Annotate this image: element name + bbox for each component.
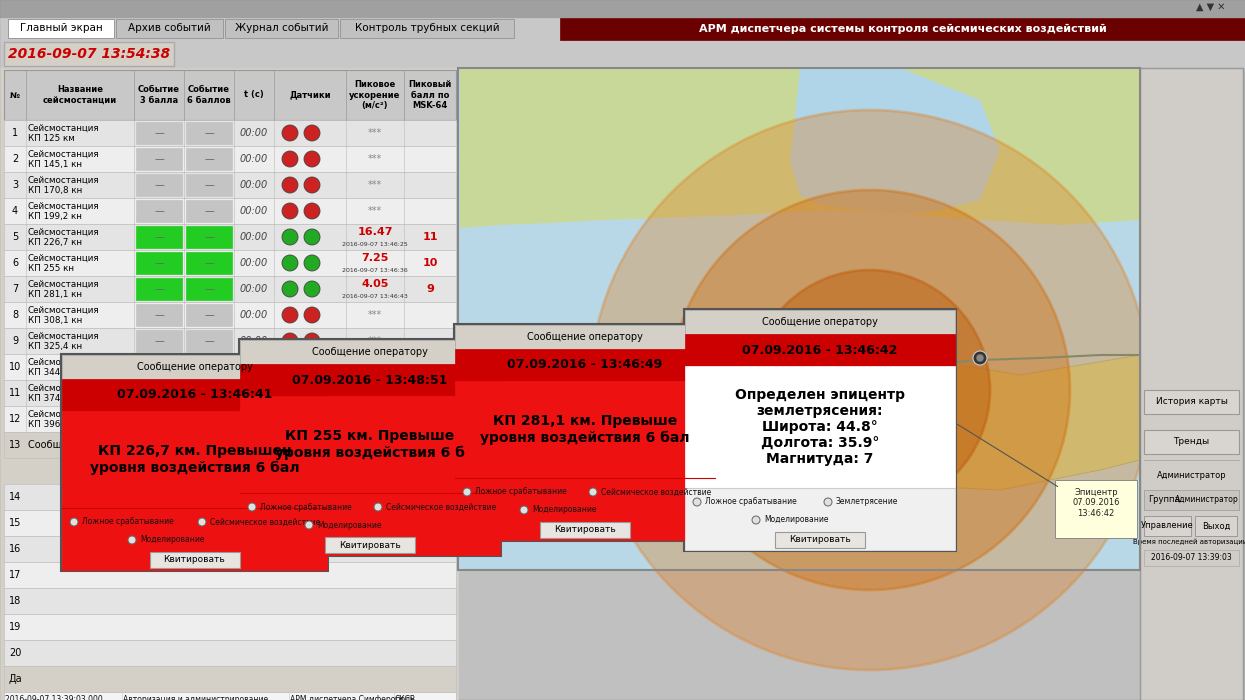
- Text: —: —: [154, 206, 164, 216]
- Circle shape: [304, 151, 320, 167]
- Bar: [240, 396, 500, 493]
- Text: Название
сейсмостанции: Название сейсмостанции: [42, 85, 117, 105]
- FancyBboxPatch shape: [240, 340, 500, 364]
- FancyBboxPatch shape: [4, 328, 456, 354]
- Text: Сейсмостанция
КП 281,1 кн: Сейсмостанция КП 281,1 кн: [27, 279, 100, 299]
- Bar: [186, 278, 232, 300]
- Bar: [186, 122, 232, 144]
- Circle shape: [752, 516, 759, 524]
- Bar: [136, 122, 182, 144]
- FancyBboxPatch shape: [4, 406, 456, 432]
- Text: 10: 10: [422, 258, 438, 268]
- Text: 4.05: 4.05: [361, 279, 388, 289]
- Text: Главный экран: Главный экран: [20, 23, 102, 33]
- Bar: [62, 508, 327, 570]
- Text: 12: 12: [9, 414, 21, 424]
- Text: —: —: [204, 336, 214, 346]
- Text: Ложное срабатывание: Ложное срабатывание: [476, 487, 566, 496]
- FancyBboxPatch shape: [4, 588, 456, 614]
- Text: 9: 9: [426, 284, 435, 294]
- FancyBboxPatch shape: [325, 537, 415, 553]
- Text: Пиковое
ускорение
(м/с²): Пиковое ускорение (м/с²): [350, 80, 401, 110]
- Text: 2016-09-07 13:46:25: 2016-09-07 13:46:25: [342, 241, 408, 246]
- FancyBboxPatch shape: [4, 510, 456, 536]
- Text: Сейсмостанция
КП 308,1 кн: Сейсмостанция КП 308,1 кн: [27, 305, 100, 325]
- Bar: [186, 252, 232, 274]
- FancyBboxPatch shape: [454, 324, 716, 541]
- FancyBboxPatch shape: [1195, 516, 1238, 536]
- Text: Ложное срабатывание: Ложное срабатывание: [705, 498, 797, 507]
- Text: 00:00: 00:00: [240, 206, 268, 216]
- Text: —: —: [204, 128, 214, 138]
- FancyBboxPatch shape: [774, 532, 865, 548]
- FancyBboxPatch shape: [4, 432, 456, 458]
- FancyBboxPatch shape: [1144, 490, 1239, 510]
- Text: ***: ***: [367, 388, 382, 398]
- FancyBboxPatch shape: [4, 562, 456, 588]
- Circle shape: [304, 333, 320, 349]
- Circle shape: [913, 355, 928, 369]
- Bar: [136, 174, 182, 196]
- Text: —: —: [154, 232, 164, 242]
- FancyBboxPatch shape: [4, 120, 456, 146]
- Text: Определен эпицентр
землетрясения:
Широта: 44.8°
Долгота: 35.9°
Магнитуда: 7: Определен эпицентр землетрясения: Широта…: [735, 388, 905, 466]
- Circle shape: [976, 354, 984, 362]
- Bar: [186, 200, 232, 222]
- FancyBboxPatch shape: [1144, 390, 1239, 414]
- Text: Архив событий: Архив событий: [128, 23, 210, 33]
- FancyBboxPatch shape: [1055, 480, 1137, 538]
- Text: Да: Да: [9, 674, 22, 684]
- Bar: [136, 226, 182, 248]
- Text: 18: 18: [9, 596, 21, 606]
- Circle shape: [283, 177, 298, 193]
- Text: —: —: [204, 310, 214, 320]
- Bar: [0, 40, 1245, 68]
- Text: Сейсмостанция
КП 226,7 кн: Сейсмостанция КП 226,7 кн: [27, 228, 100, 246]
- Text: —: —: [154, 180, 164, 190]
- Circle shape: [670, 190, 1069, 590]
- Text: 5: 5: [12, 232, 19, 242]
- Text: Эпицентр
07.09.2016
13:46:42: Эпицентр 07.09.2016 13:46:42: [1072, 488, 1119, 518]
- FancyBboxPatch shape: [4, 354, 456, 380]
- Text: Моделирование: Моделирование: [532, 505, 596, 514]
- FancyBboxPatch shape: [225, 19, 337, 38]
- Text: 19: 19: [9, 622, 21, 632]
- Circle shape: [557, 364, 564, 372]
- Circle shape: [283, 333, 298, 349]
- Text: КП 255 км. Превыше
уровня воздействия 6 б: КП 255 км. Превыше уровня воздействия 6 …: [275, 429, 464, 460]
- FancyBboxPatch shape: [454, 325, 715, 349]
- Circle shape: [304, 359, 320, 375]
- Circle shape: [283, 411, 298, 427]
- Text: КП 226,7 км. Превышен
уровня воздействия 6 бал: КП 226,7 км. Превышен уровня воздействия…: [90, 444, 299, 475]
- Text: 16: 16: [9, 544, 21, 554]
- Circle shape: [852, 354, 868, 370]
- FancyBboxPatch shape: [62, 355, 327, 379]
- Text: 2016-09-07 13:46:43: 2016-09-07 13:46:43: [342, 293, 408, 298]
- FancyBboxPatch shape: [1144, 430, 1239, 454]
- Text: ***: ***: [367, 154, 382, 164]
- Text: 1: 1: [12, 128, 19, 138]
- Circle shape: [305, 521, 312, 529]
- FancyBboxPatch shape: [684, 309, 956, 551]
- Bar: [186, 226, 232, 248]
- Text: —: —: [154, 154, 164, 164]
- Bar: [454, 325, 715, 349]
- Text: 00:00: 00:00: [240, 258, 268, 268]
- FancyBboxPatch shape: [4, 380, 456, 406]
- Text: 00:00: 00:00: [240, 336, 268, 346]
- Text: КП 281,1 км. Превыше
уровня воздействия 6 бал: КП 281,1 км. Превыше уровня воздействия …: [481, 414, 690, 444]
- Text: Сообщение оператору: Сообщение оператору: [27, 440, 144, 450]
- Circle shape: [283, 151, 298, 167]
- Text: 17: 17: [9, 570, 21, 580]
- Bar: [186, 408, 232, 430]
- Text: 00:00: 00:00: [240, 180, 268, 190]
- Text: 00:00: 00:00: [240, 310, 268, 320]
- Text: ***: ***: [367, 128, 382, 138]
- Bar: [62, 379, 327, 411]
- Text: —: —: [154, 128, 164, 138]
- FancyBboxPatch shape: [4, 484, 456, 510]
- Circle shape: [304, 411, 320, 427]
- Circle shape: [374, 503, 382, 511]
- Text: 2016-09-07 13:39:03.000: 2016-09-07 13:39:03.000: [5, 696, 103, 700]
